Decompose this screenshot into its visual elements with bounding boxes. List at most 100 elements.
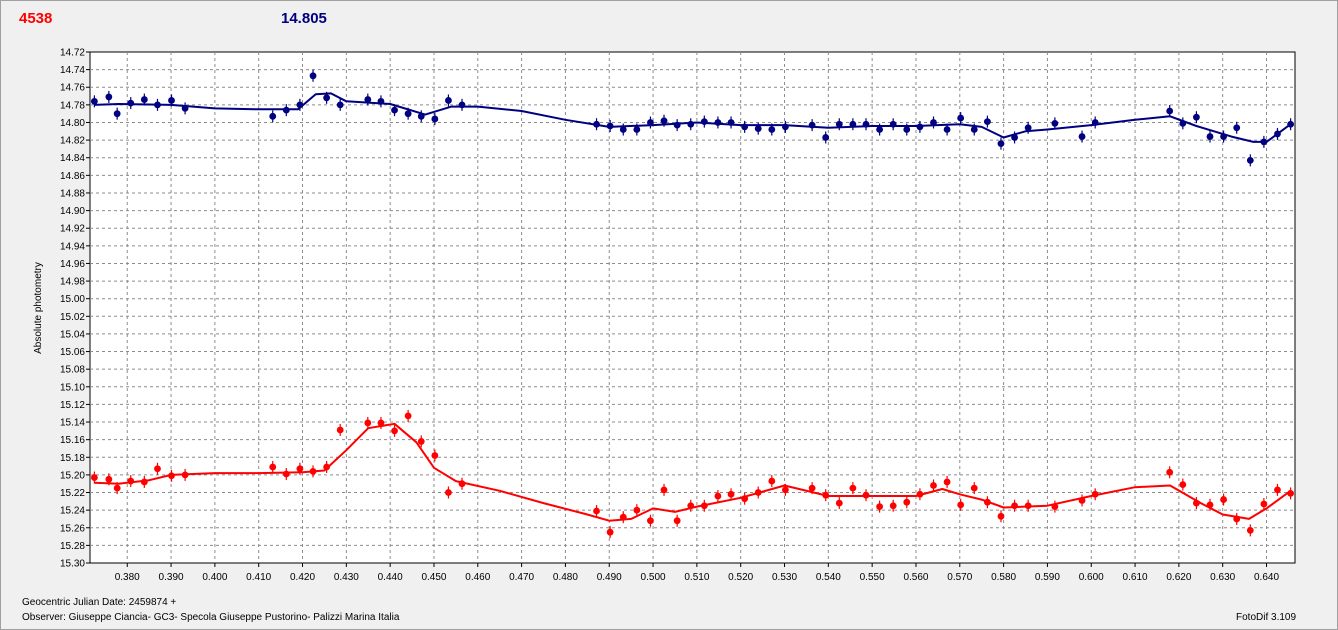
- series-1-point: [768, 123, 776, 136]
- series-2-point: [1051, 500, 1059, 513]
- series-1-point: [1246, 154, 1254, 167]
- series-1-point: [916, 120, 924, 133]
- series-1-point: [269, 110, 277, 123]
- y-tick-label: 14.72: [60, 48, 85, 59]
- series-1-point: [431, 112, 439, 125]
- y-tick-label: 15.22: [60, 488, 85, 499]
- series-1-point: [336, 98, 344, 111]
- series-1-point: [1024, 121, 1032, 134]
- series-1-point: [1274, 127, 1281, 140]
- x-tick-label: 0.510: [684, 572, 709, 583]
- series-1-point: [1179, 117, 1187, 130]
- series-1-point: [619, 123, 627, 136]
- series-1-point: [903, 123, 911, 136]
- series-2-point: [930, 479, 937, 492]
- series-2-point: [889, 499, 897, 512]
- series-1-point: [1260, 135, 1268, 148]
- series-1-point: [181, 102, 189, 115]
- series-1-point: [127, 97, 135, 110]
- y-tick-label: 14.92: [60, 224, 85, 235]
- y-tick-label: 15.02: [60, 312, 85, 323]
- series-1-point: [113, 107, 121, 120]
- series-2-point: [1260, 497, 1268, 510]
- series-2-point: [404, 409, 412, 422]
- series-2-point: [849, 482, 857, 495]
- y-tick-label: 14.78: [60, 100, 85, 111]
- series-2-point: [431, 449, 439, 462]
- y-tick-label: 15.16: [60, 435, 85, 446]
- series-2-point: [336, 423, 344, 436]
- x-tick-label: 0.420: [290, 572, 315, 583]
- series-2-point: [808, 482, 816, 495]
- x-tick-label: 0.430: [334, 572, 359, 583]
- series-2-point: [768, 475, 776, 488]
- series-1-point: [323, 91, 331, 104]
- series-1-point: [876, 123, 884, 136]
- x-tick-label: 0.580: [991, 572, 1016, 583]
- series-2-point: [619, 511, 627, 524]
- series-1-point: [458, 98, 466, 111]
- series-1-point: [970, 123, 978, 136]
- series-2-point: [970, 482, 978, 495]
- series-2-point: [269, 460, 277, 473]
- series-2-point: [377, 416, 385, 429]
- series-2-point: [754, 486, 762, 499]
- series-2-point: [700, 499, 708, 512]
- x-tick-label: 0.640: [1254, 572, 1279, 583]
- series-1-point: [930, 116, 937, 129]
- series-2-point: [127, 475, 135, 488]
- series-2-point: [1011, 499, 1018, 512]
- series-2-point: [323, 460, 331, 473]
- y-tick-label: 15.06: [60, 347, 85, 358]
- series-2-point: [1287, 487, 1295, 500]
- series-2-point: [1024, 499, 1032, 512]
- series-2-point: [154, 462, 161, 475]
- series-2-point: [1166, 466, 1174, 479]
- series-1-point: [404, 107, 412, 120]
- series-1-point: [309, 69, 317, 82]
- series-2-point: [660, 483, 668, 496]
- y-tick-label: 14.84: [60, 153, 85, 164]
- series-2-point: [673, 514, 681, 527]
- series-1-point: [660, 114, 668, 127]
- y-tick-label: 15.18: [60, 453, 85, 464]
- x-tick-label: 0.480: [553, 572, 578, 583]
- series-2-point: [1193, 497, 1200, 510]
- series-1-point: [754, 122, 762, 135]
- series-1-point: [105, 90, 113, 103]
- series-2-point: [181, 468, 189, 481]
- series-1-point: [849, 118, 857, 131]
- series-1-point: [364, 93, 372, 106]
- series-1-point: [90, 95, 98, 108]
- series-1-point: [1166, 105, 1174, 118]
- series-1-point: [417, 110, 425, 123]
- series-1-point: [633, 123, 641, 136]
- x-tick-label: 0.520: [728, 572, 753, 583]
- series-1-point: [606, 120, 614, 133]
- series-2-point: [957, 498, 965, 511]
- series-1-point: [983, 115, 991, 128]
- y-tick-label: 14.82: [60, 136, 85, 147]
- series-2-point: [1220, 493, 1227, 506]
- series-1-point: [741, 120, 749, 133]
- series-1-point: [1051, 117, 1059, 130]
- y-tick-label: 14.90: [60, 206, 85, 217]
- observer-label: Observer: Giuseppe Ciancia- GC3- Specola…: [22, 612, 400, 623]
- julian-date-label: Geocentric Julian Date: 2459874 +: [22, 597, 177, 608]
- y-tick-label: 14.80: [60, 118, 85, 129]
- series-1-point: [377, 95, 385, 108]
- series-1-point: [781, 120, 789, 133]
- series-1-point: [1287, 118, 1295, 131]
- x-tick-label: 0.600: [1079, 572, 1104, 583]
- series-layer: [90, 69, 1295, 539]
- x-tick-label: 0.400: [202, 572, 227, 583]
- series-1-point: [714, 116, 722, 129]
- y-tick-label: 14.98: [60, 277, 85, 288]
- x-axis-ticks: 0.380 0.390 0.400 0.410 0.420 0.430 0.440 0.450…: [115, 563, 1279, 583]
- series-2-point: [105, 473, 113, 486]
- series-2-point: [903, 496, 911, 509]
- y-tick-label: 15.20: [60, 470, 85, 481]
- plot-area: [89, 51, 1296, 564]
- series-2-point: [168, 469, 175, 482]
